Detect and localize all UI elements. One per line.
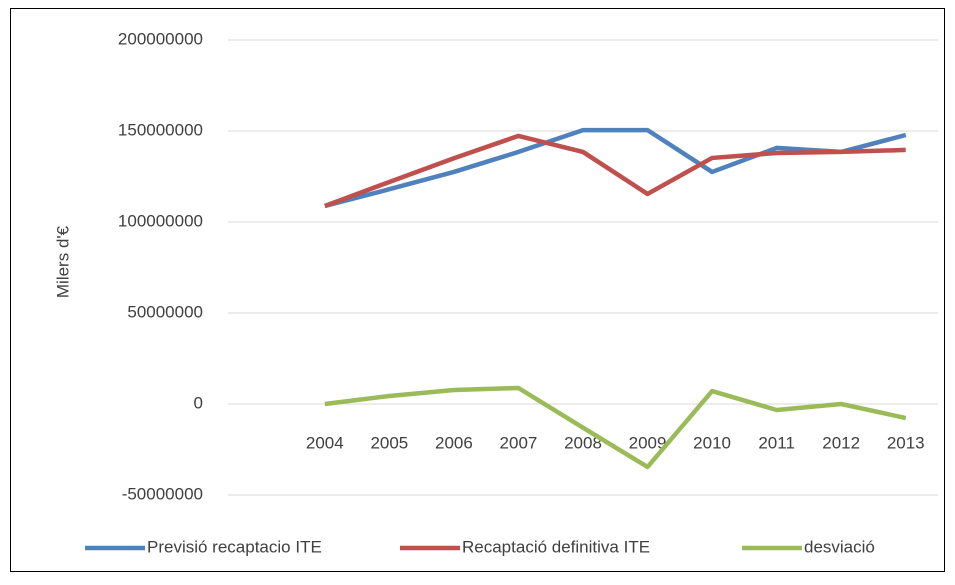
x-tick-label: 2006: [435, 433, 473, 452]
legend-label: Previsió recaptacio ITE: [147, 537, 322, 556]
series-line: [324, 385, 907, 470]
x-tick-label: 2010: [693, 433, 731, 452]
x-tick-label: 2007: [500, 433, 538, 452]
legend-label: Recaptació definitiva ITE: [462, 537, 650, 556]
x-tick-label: 2011: [758, 433, 795, 452]
x-tick-label: 2013: [887, 433, 925, 452]
x-tick-label: 2008: [564, 433, 602, 452]
y-axis-label: Milers d'€: [53, 225, 72, 298]
series-line: [324, 133, 906, 209]
y-tick-label: -50000000: [122, 484, 203, 503]
x-tick-label: 2012: [822, 433, 860, 452]
y-tick-label: 200000000: [118, 29, 203, 48]
y-tick-label: 50000000: [127, 302, 203, 321]
series-line: [324, 127, 907, 209]
chart-frame: [10, 8, 945, 572]
x-tick-label: 2009: [629, 433, 667, 452]
y-tick-label: 150000000: [118, 120, 203, 139]
y-tick-label: 0: [194, 393, 203, 412]
x-tick-label: 2004: [306, 433, 344, 452]
legend-label: desviació: [804, 537, 875, 556]
y-tick-label: 100000000: [118, 211, 203, 230]
x-tick-label: 2005: [370, 433, 408, 452]
